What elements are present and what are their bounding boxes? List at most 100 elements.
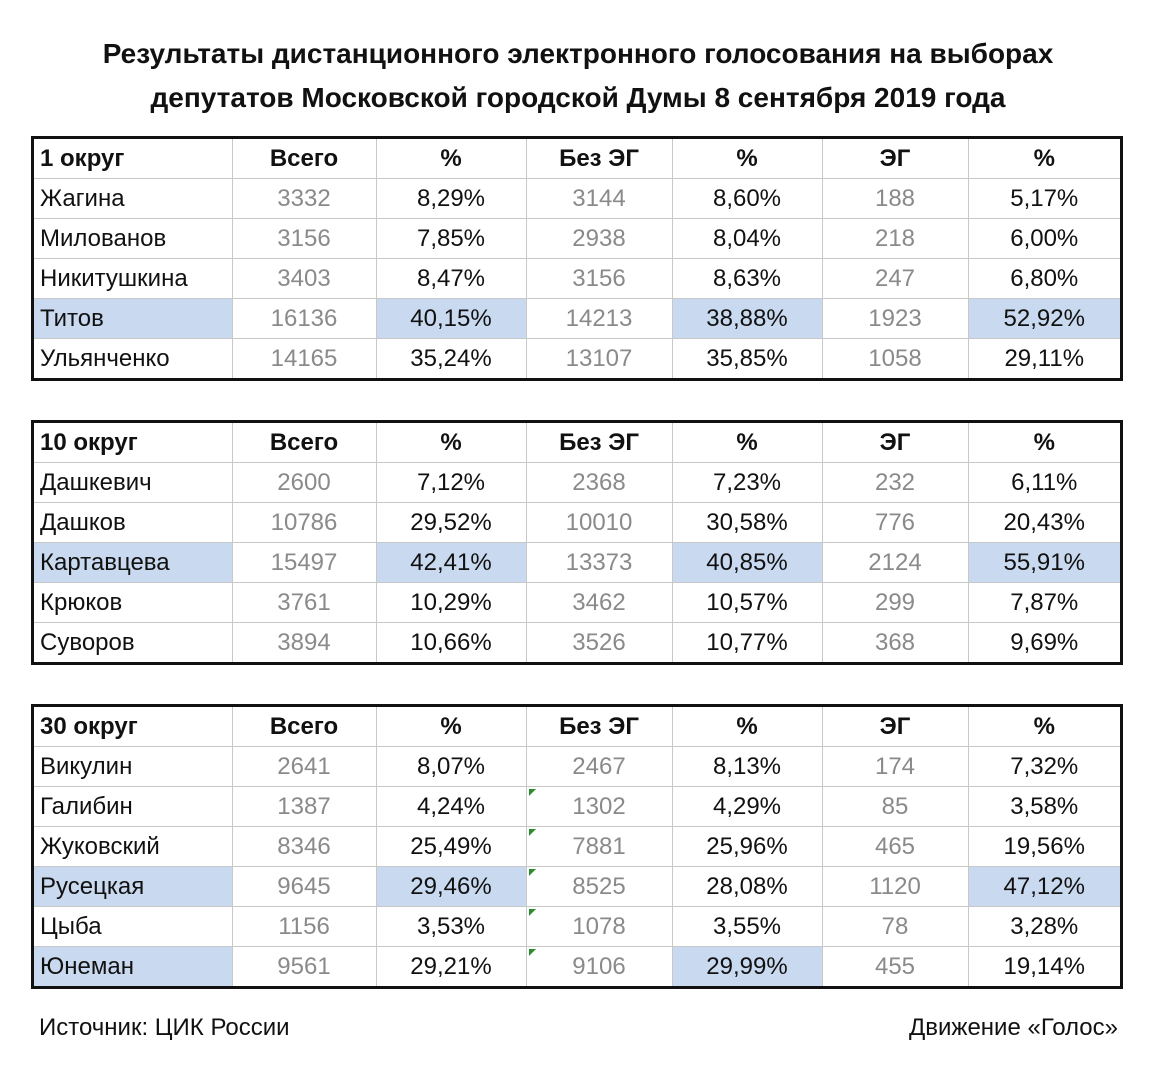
no-eg-pct: 35,85% — [672, 338, 823, 378]
total-votes: 9645 — [232, 866, 377, 907]
total-votes: 3332 — [232, 178, 377, 219]
col-no-eg-header: Без ЭГ — [526, 423, 673, 463]
total-votes: 3761 — [232, 582, 377, 623]
table-row: Ульянченко 14165 35,24% 13107 35,85% 105… — [34, 338, 1120, 378]
col-total-header: Всего — [232, 139, 377, 179]
col-no-eg-pct-header: % — [672, 139, 823, 179]
eg-pct: 6,11% — [968, 462, 1120, 503]
total-pct: 10,66% — [376, 622, 527, 662]
no-eg-value: 1302 — [572, 792, 626, 820]
col-eg-header: ЭГ — [822, 423, 969, 463]
district-label: 30 округ — [34, 707, 233, 747]
candidate-name: Жуковский — [34, 826, 233, 867]
org-credit: Движение «Голос» — [908, 1014, 1118, 1041]
table-row: Крюков 3761 10,29% 3462 10,57% 299 7,87% — [34, 582, 1120, 623]
no-eg-votes: 3144 — [526, 178, 673, 219]
no-eg-votes: 2467 — [526, 746, 673, 787]
comment-flag-icon — [528, 829, 536, 836]
total-votes: 3156 — [232, 218, 377, 259]
eg-pct: 20,43% — [968, 502, 1120, 543]
district-label: 10 округ — [34, 423, 233, 463]
eg-votes: 1923 — [822, 298, 969, 339]
candidate-name: Титов — [34, 298, 233, 339]
total-votes: 10786 — [232, 502, 377, 543]
no-eg-pct: 28,08% — [672, 866, 823, 907]
no-eg-votes: 2368 — [526, 462, 673, 503]
eg-votes: 1120 — [822, 866, 969, 907]
total-pct: 35,24% — [376, 338, 527, 378]
comment-flag-icon — [528, 949, 536, 956]
total-pct: 8,07% — [376, 746, 527, 787]
table-row: Милованов 3156 7,85% 2938 8,04% 218 6,00… — [34, 218, 1120, 259]
no-eg-votes: 1302 — [526, 786, 673, 827]
no-eg-votes: 10010 — [526, 502, 673, 543]
table-row: Викулин 2641 8,07% 2467 8,13% 174 7,32% — [34, 746, 1120, 787]
table-row: Картавцева 15497 42,41% 13373 40,85% 212… — [34, 542, 1120, 583]
candidate-name: Дашкевич — [34, 462, 233, 503]
col-eg-header: ЭГ — [822, 139, 969, 179]
eg-votes: 247 — [822, 258, 969, 299]
table-row: Цыба 1156 3,53% 1078 3,55% 78 3,28% — [34, 906, 1120, 947]
no-eg-pct: 8,13% — [672, 746, 823, 787]
eg-votes: 455 — [822, 946, 969, 986]
no-eg-votes: 13107 — [526, 338, 673, 378]
total-pct: 4,24% — [376, 786, 527, 827]
no-eg-pct: 40,85% — [672, 542, 823, 583]
total-votes: 16136 — [232, 298, 377, 339]
candidate-name: Русецкая — [34, 866, 233, 907]
eg-votes: 368 — [822, 622, 969, 662]
comment-flag-icon — [528, 789, 536, 796]
no-eg-pct: 8,60% — [672, 178, 823, 219]
no-eg-pct: 30,58% — [672, 502, 823, 543]
eg-votes: 776 — [822, 502, 969, 543]
comment-flag-icon — [528, 869, 536, 876]
eg-votes: 232 — [822, 462, 969, 503]
eg-pct: 52,92% — [968, 298, 1120, 339]
eg-votes: 85 — [822, 786, 969, 827]
no-eg-pct: 7,23% — [672, 462, 823, 503]
total-pct: 8,47% — [376, 258, 527, 299]
total-votes: 9561 — [232, 946, 377, 986]
candidate-name: Галибин — [34, 786, 233, 827]
table-row: Титов 16136 40,15% 14213 38,88% 1923 52,… — [34, 298, 1120, 339]
col-eg-header: ЭГ — [822, 707, 969, 747]
table-row: Жагина 3332 8,29% 3144 8,60% 188 5,17% — [34, 178, 1120, 219]
title-line-1: Результаты дистанционного электронного г… — [102, 38, 1054, 69]
no-eg-pct: 25,96% — [672, 826, 823, 867]
no-eg-pct: 38,88% — [672, 298, 823, 339]
no-eg-votes: 3156 — [526, 258, 673, 299]
total-pct: 29,46% — [376, 866, 527, 907]
table-row: Суворов 3894 10,66% 3526 10,77% 368 9,69… — [34, 622, 1120, 662]
eg-pct: 9,69% — [1010, 628, 1079, 656]
table-row: Юнеман 9561 29,21% 9106 29,99% 455 19,14… — [34, 946, 1120, 986]
total-pct: 42,41% — [376, 542, 527, 583]
eg-votes: 2124 — [822, 542, 969, 583]
total-votes: 1387 — [232, 786, 377, 827]
no-eg-value: 9106 — [572, 952, 626, 980]
eg-votes: 1058 — [822, 338, 969, 378]
candidate-name: Дашков — [34, 502, 233, 543]
col-total-header: Всего — [232, 423, 377, 463]
candidate-name: Ульянченко — [34, 338, 233, 378]
total-votes: 2641 — [232, 746, 377, 787]
eg-pct: 7,32% — [968, 746, 1120, 787]
eg-votes: 299 — [822, 582, 969, 623]
table-row: Жуковский 8346 25,49% 7881 25,96% 465 19… — [34, 826, 1120, 867]
table-header-row: 10 округ Всего % Без ЭГ % ЭГ % — [34, 423, 1120, 463]
total-pct: 29,21% — [376, 946, 527, 986]
eg-pct: 3,28% — [968, 906, 1120, 947]
no-eg-votes: 3462 — [526, 582, 673, 623]
total-pct: 10,29% — [376, 582, 527, 623]
title-line-2: депутатов Московской городской Думы 8 се… — [150, 82, 1006, 113]
eg-pct: 19,14% — [1003, 952, 1085, 980]
total-pct: 40,15% — [376, 298, 527, 339]
col-eg-pct-header: % — [968, 139, 1120, 179]
district-table-1: 1 округ Всего % Без ЭГ % ЭГ % Жагина 333… — [31, 136, 1123, 381]
no-eg-votes: 14213 — [526, 298, 673, 339]
total-pct: 29,52% — [376, 502, 527, 543]
total-votes: 8346 — [232, 826, 377, 867]
eg-pct: 47,12% — [968, 866, 1120, 907]
eg-pct: 19,56% — [968, 826, 1120, 867]
eg-pct: 29,11% — [1004, 344, 1085, 372]
total-votes: 3894 — [232, 622, 377, 662]
